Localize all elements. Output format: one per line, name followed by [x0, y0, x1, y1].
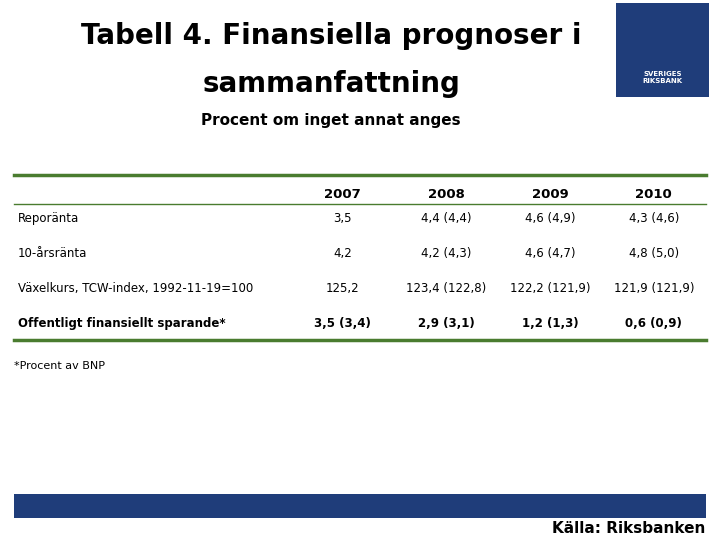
- Text: 4,6 (4,9): 4,6 (4,9): [525, 212, 575, 225]
- Text: 2010: 2010: [635, 188, 672, 201]
- Text: 4,8 (5,0): 4,8 (5,0): [629, 247, 679, 260]
- Text: SVERIGES
RIKSBANK: SVERIGES RIKSBANK: [642, 71, 683, 84]
- Text: Källa: Riksbanken: Källa: Riksbanken: [552, 521, 706, 536]
- Text: 4,6 (4,7): 4,6 (4,7): [525, 247, 575, 260]
- Text: 3,5: 3,5: [333, 212, 352, 225]
- Text: 4,2: 4,2: [333, 247, 352, 260]
- Text: Växelkurs, TCW-index, 1992-11-19=100: Växelkurs, TCW-index, 1992-11-19=100: [18, 282, 253, 295]
- Bar: [616, 3, 709, 97]
- Text: 2007: 2007: [324, 188, 361, 201]
- Text: 122,2 (121,9): 122,2 (121,9): [510, 282, 590, 295]
- Text: 3,5 (3,4): 3,5 (3,4): [315, 317, 371, 330]
- Text: 1,2 (1,3): 1,2 (1,3): [522, 317, 578, 330]
- Text: 125,2: 125,2: [326, 282, 359, 295]
- Text: 4,4 (4,4): 4,4 (4,4): [421, 212, 472, 225]
- Text: 121,9 (121,9): 121,9 (121,9): [613, 282, 694, 295]
- Text: Procent om inget annat anges: Procent om inget annat anges: [202, 113, 461, 129]
- Text: 2009: 2009: [531, 188, 569, 201]
- Text: Reporänta: Reporänta: [18, 212, 79, 225]
- Text: 2008: 2008: [428, 188, 465, 201]
- Text: 4,2 (4,3): 4,2 (4,3): [421, 247, 472, 260]
- Text: Tabell 4. Finansiella prognoser i: Tabell 4. Finansiella prognoser i: [81, 22, 582, 50]
- Text: 123,4 (122,8): 123,4 (122,8): [406, 282, 487, 295]
- Text: *Procent av BNP: *Procent av BNP: [14, 361, 105, 371]
- Bar: [14, 494, 706, 518]
- Text: 10-årsränta: 10-årsränta: [18, 247, 87, 260]
- Text: 4,3 (4,6): 4,3 (4,6): [629, 212, 679, 225]
- Text: sammanfattning: sammanfattning: [202, 70, 460, 98]
- Text: 2,9 (3,1): 2,9 (3,1): [418, 317, 474, 330]
- Text: Offentligt finansiellt sparande*: Offentligt finansiellt sparande*: [18, 317, 225, 330]
- Text: 0,6 (0,9): 0,6 (0,9): [626, 317, 682, 330]
